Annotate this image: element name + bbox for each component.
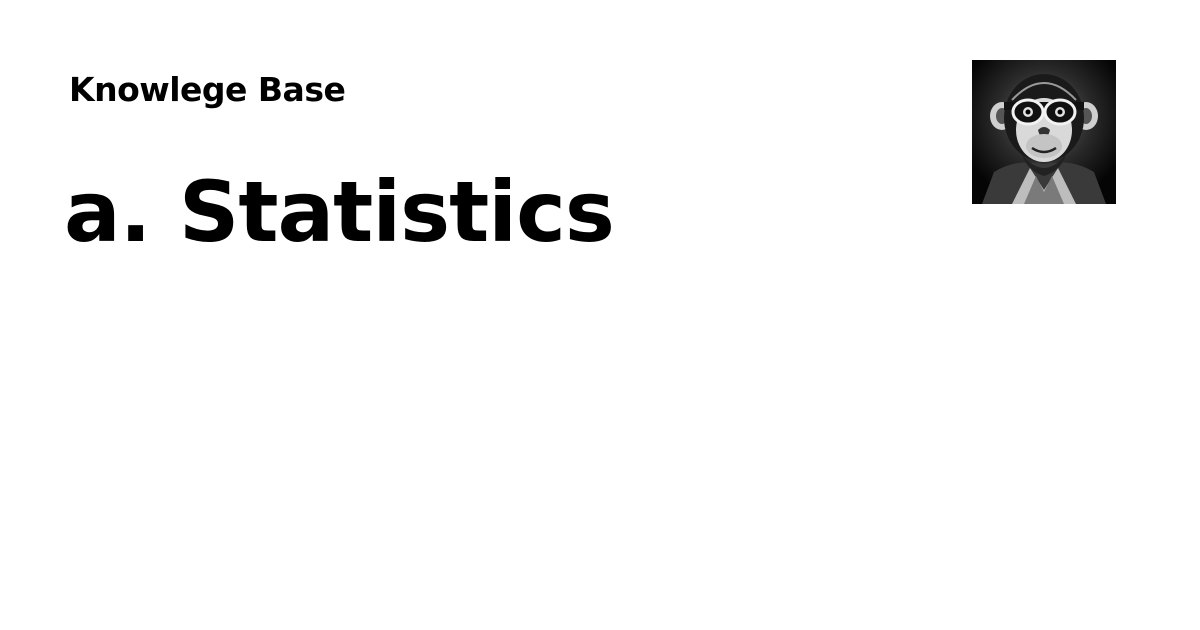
monkey-avatar-icon <box>972 60 1116 204</box>
page-title: a. Statistics <box>64 163 615 261</box>
site-name: Knowlege Base <box>69 70 346 109</box>
monkey-avatar-logo <box>972 60 1116 204</box>
